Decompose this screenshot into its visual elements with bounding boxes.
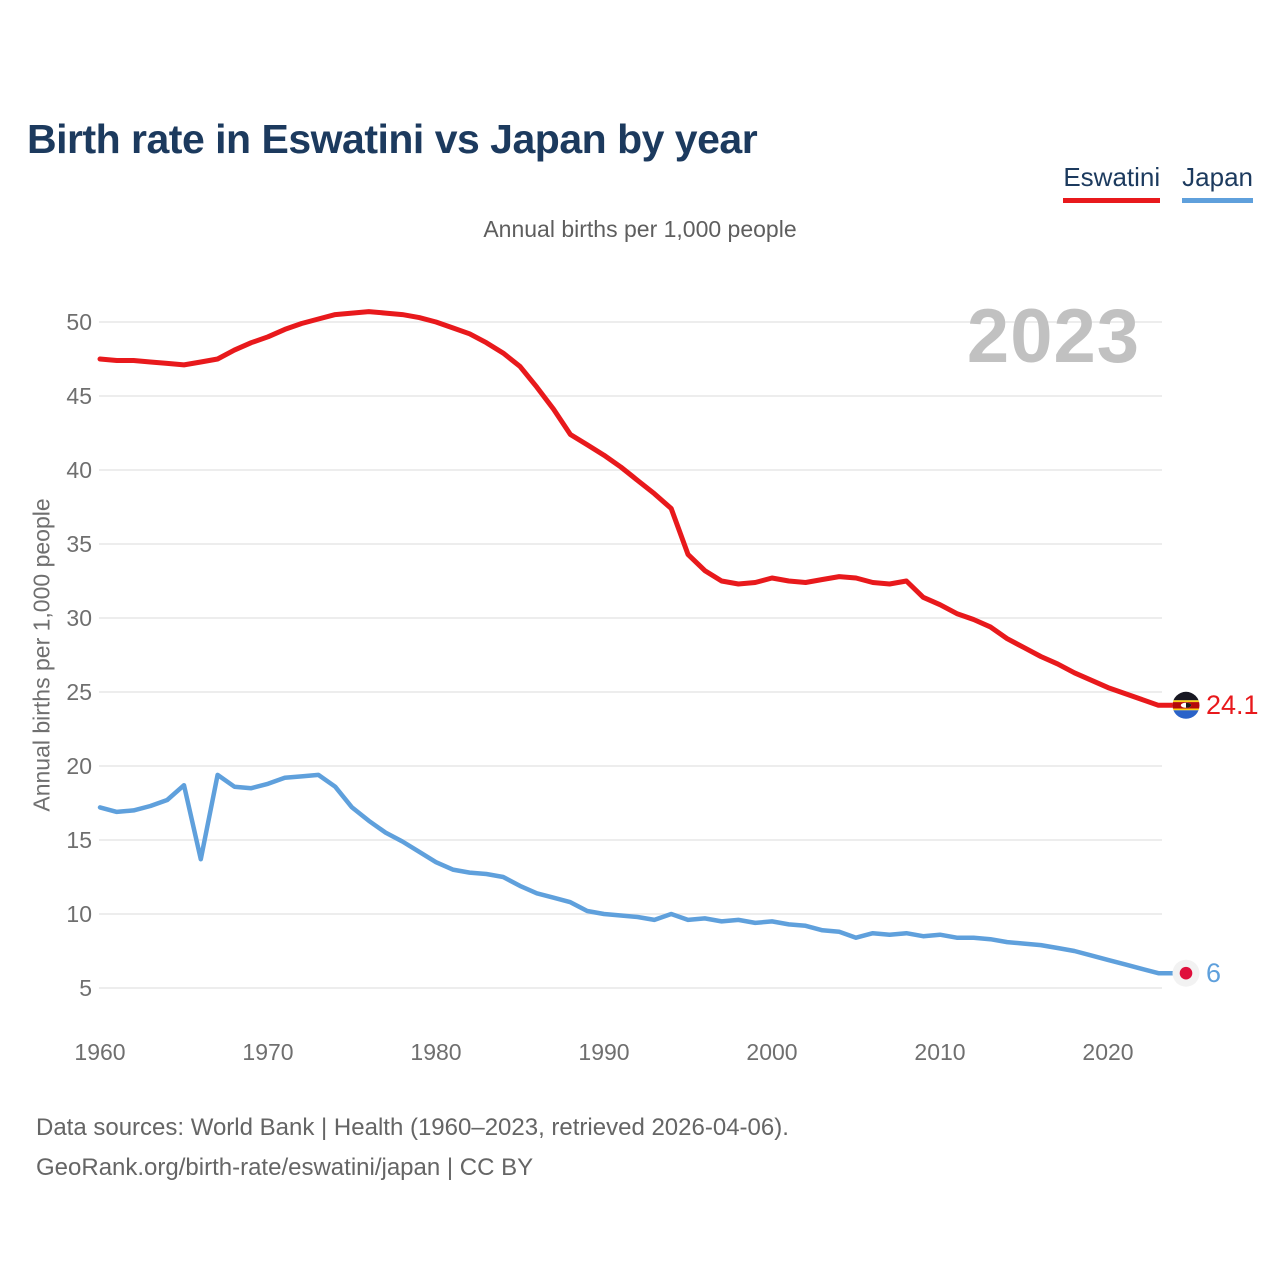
year-watermark: 2023 [967, 294, 1140, 379]
y-tick-label: 20 [66, 753, 92, 779]
chart-subtitle: Annual births per 1,000 people [483, 216, 797, 242]
eswatini-line [97, 309, 1176, 708]
y-tick-label: 15 [66, 827, 92, 853]
y-tick-label: 40 [66, 457, 92, 483]
footer-attribution: GeoRank.org/birth-rate/eswatini/japan | … [36, 1154, 534, 1181]
page-title: Birth rate in Eswatini vs Japan by year [27, 116, 758, 163]
japan-line [97, 772, 1176, 976]
y-tick-label: 50 [66, 309, 92, 335]
x-tick-label: 1960 [74, 1039, 126, 1065]
legend: Eswatini Japan [1063, 162, 1253, 204]
japan-flag-icon [1172, 959, 1200, 987]
x-tick-label: 2020 [1082, 1039, 1134, 1065]
series-lines [97, 309, 1176, 976]
x-tick-label: 1990 [578, 1039, 630, 1065]
gridlines [99, 321, 1162, 989]
footer: Data sources: World Bank | Health (1960–… [36, 1108, 789, 1188]
y-tick-label: 25 [66, 679, 92, 705]
eswatini-end-value: 24.1 [1206, 690, 1259, 720]
x-tick-label: 2010 [914, 1039, 966, 1065]
y-tick-label: 10 [66, 901, 92, 927]
y-tick-label: 30 [66, 605, 92, 631]
eswatini-flag-icon [1172, 691, 1200, 719]
y-tick-label: 5 [79, 975, 92, 1001]
x-tick-label: 1970 [242, 1039, 294, 1065]
y-tick-label: 35 [66, 531, 92, 557]
legend-item-eswatini[interactable]: Eswatini [1063, 162, 1161, 204]
legend-item-japan[interactable]: Japan [1182, 162, 1253, 204]
x-tick-label: 1980 [410, 1039, 462, 1065]
y-tick-label: 45 [66, 383, 92, 409]
japan-end-value: 6 [1206, 958, 1222, 988]
footer-data-sources: Data sources: World Bank | Health (1960–… [36, 1114, 789, 1141]
x-tick-label: 2000 [746, 1039, 798, 1065]
